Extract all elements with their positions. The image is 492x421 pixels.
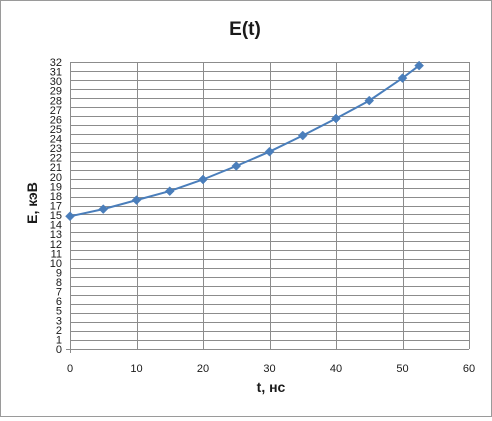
x-tick-label: 10 [130,363,142,375]
data-point [164,186,175,197]
y-tick-label: 1 [56,334,62,346]
data-point [65,211,75,222]
chart-title: E(t) [229,19,261,40]
y-tick-label: 8 [56,277,62,289]
x-tick-label: 50 [396,363,408,375]
data-point [98,204,109,214]
y-tick-label: 5 [56,306,62,318]
y-tick-label: 25 [50,124,62,136]
x-tick-label: 20 [197,363,209,375]
data-point [131,195,142,205]
y-tick-label: 28 [50,95,62,107]
y-tick-label: 30 [50,76,62,88]
y-tick-label: 14 [50,220,62,232]
data-point [198,174,208,185]
data-point [414,60,424,71]
x-tick-label: 0 [67,363,73,375]
y-tick-label: 2 [56,325,62,337]
data-point [397,73,408,83]
data-point [364,95,375,106]
x-axis-label: t, нс [257,379,286,395]
data-point [331,113,341,124]
series-line [69,64,420,218]
y-axis-label: E, кэВ [24,182,40,224]
y-tick-label: 32 [50,57,62,69]
x-tick-label: 60 [463,363,475,375]
y-tick-label: 27 [50,105,62,117]
y-tick-label: 15 [50,210,62,222]
y-tick-label: 26 [50,114,62,126]
y-tick-label: 3 [56,315,62,327]
y-tick-label: 0 [56,344,62,356]
data-point [231,161,242,171]
y-tick-label: 11 [51,248,62,260]
y-tick-label: 18 [50,191,62,203]
y-tick-label: 21 [50,162,62,174]
y-tick-label: 24 [50,134,62,146]
y-tick-label: 31 [50,67,62,79]
x-tick-label: 30 [263,363,275,375]
y-tick-label: 10 [50,258,62,270]
y-tick-label: 19 [50,181,62,193]
y-tick-label: 23 [50,143,62,155]
data-point [297,130,308,141]
y-tick-label: 22 [50,153,62,165]
data-point [264,146,275,157]
y-tick-label: 7 [56,287,62,299]
y-tick-label: 20 [50,172,62,184]
x-tick-label: 40 [330,363,342,375]
y-tick-label: 13 [50,229,62,241]
y-tick-label: 17 [50,201,62,213]
y-tick-label: 29 [50,86,62,98]
y-tick-label: 9 [56,267,62,279]
y-tick-label: 6 [56,296,62,308]
y-tick-label: 12 [50,239,62,251]
